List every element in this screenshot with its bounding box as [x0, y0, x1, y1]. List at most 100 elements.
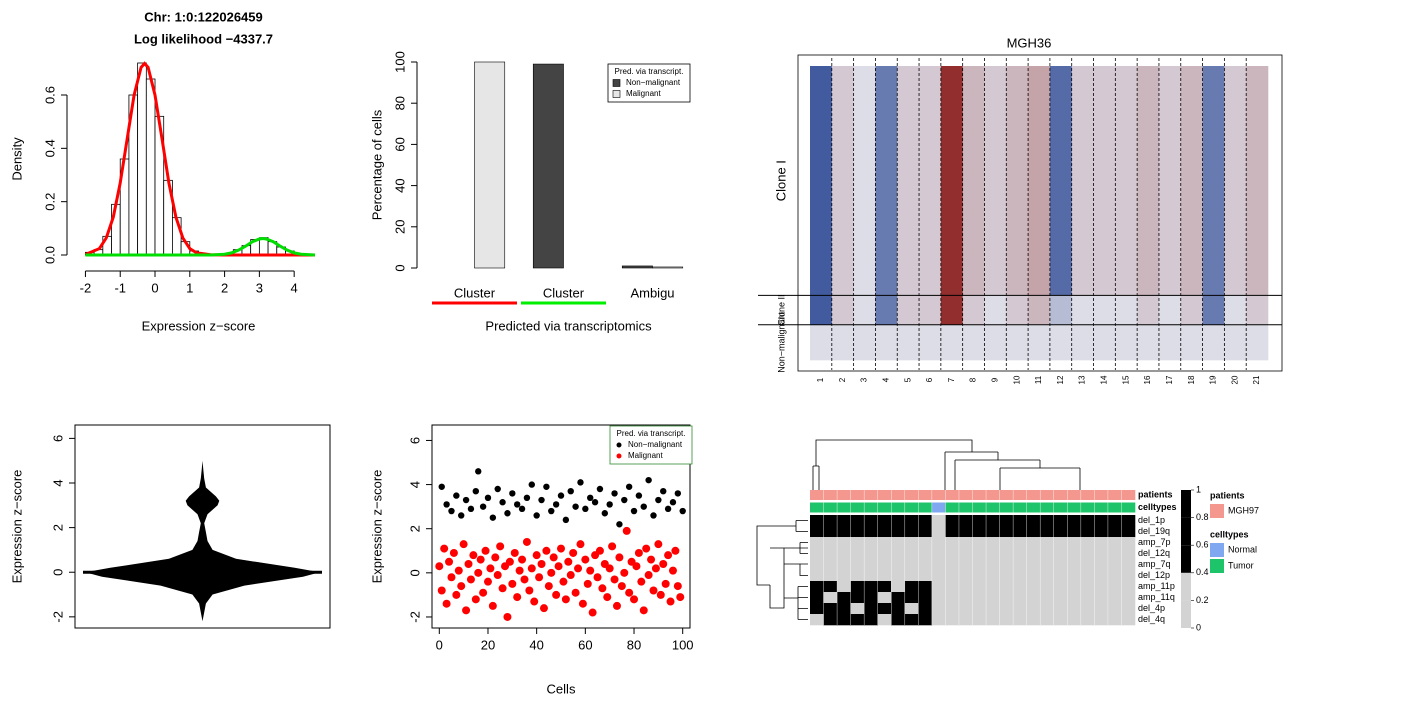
y-tick-label: -2: [407, 611, 422, 623]
heatmap-cell: [1071, 295, 1094, 326]
legend-title: Pred. via transcript.: [615, 67, 684, 76]
heatmap-cell: [891, 603, 906, 615]
x-tick-label: 4: [881, 377, 890, 382]
point: [479, 503, 487, 510]
heatmap-cell: [904, 559, 919, 571]
heatmap-cell: [1080, 570, 1095, 582]
x-axis-label: Predicted via transcriptomics: [485, 318, 652, 333]
heatmap-cell: [1013, 603, 1027, 615]
y-axis-label: Expression z−score: [369, 470, 384, 584]
point: [549, 553, 558, 562]
x-tick-label: 100: [672, 637, 694, 652]
heatmap-cell: [958, 515, 973, 527]
y-tick-label: 2: [407, 525, 422, 532]
point: [650, 512, 657, 519]
heatmap-cell: [999, 537, 1014, 549]
y-tick-label: 0.2: [42, 193, 57, 211]
annotation-cell: [810, 502, 824, 513]
heatmap-cell: [1067, 570, 1082, 582]
heatmap-cell: [999, 614, 1014, 626]
point: [552, 590, 561, 599]
point: [547, 568, 556, 577]
point: [576, 540, 585, 549]
annotation-cell: [999, 502, 1014, 513]
annotation-cell: [918, 490, 933, 500]
annotation-cell: [1067, 490, 1082, 500]
chart-title: Chr: 1:0:122026459: [144, 9, 263, 24]
x-tick-label: 1: [816, 377, 825, 382]
heatmap-cell: [1053, 570, 1068, 582]
x-tick-label: 5: [903, 377, 912, 382]
point: [679, 507, 686, 515]
point: [664, 505, 672, 513]
point: [525, 586, 534, 595]
y-tick-label: 0.6: [42, 86, 57, 104]
point: [559, 577, 568, 586]
point: [543, 483, 550, 490]
x-tick-label: 18: [1187, 375, 1196, 384]
point: [538, 496, 545, 504]
heatmap-cell: [1071, 66, 1094, 296]
point: [603, 593, 612, 602]
annotation-cell: [1080, 490, 1095, 500]
point: [664, 551, 673, 560]
heatmap-cell: [1013, 559, 1027, 571]
heatmap-cell: [962, 66, 985, 296]
heatmap-cell: [940, 295, 963, 326]
heatmap-cell: [810, 548, 824, 560]
heatmap-cell: [940, 66, 963, 296]
heatmap-cell: [931, 526, 946, 538]
violin: [85, 460, 320, 622]
heatmap-cell: [972, 537, 987, 549]
point: [593, 573, 602, 582]
heatmap-cell: [999, 559, 1014, 571]
heatmap-cell: [1080, 603, 1095, 615]
colorbar-segment: [1181, 600, 1191, 628]
heatmap-cell: [864, 559, 879, 571]
legend-box: [609, 425, 693, 465]
x-tick-label: 11: [1034, 375, 1043, 384]
heatmap-cell: [1107, 526, 1122, 538]
point: [659, 560, 668, 569]
point: [448, 507, 455, 515]
point: [462, 496, 470, 504]
annotation-cell: [1094, 502, 1109, 513]
x-axis-label: Cells: [547, 681, 576, 696]
heatmap-cell: [904, 570, 919, 582]
point: [462, 606, 471, 615]
heatmap-cell: [1040, 537, 1055, 549]
heatmap-cell: [810, 570, 824, 582]
heatmap-cell: [1013, 570, 1027, 582]
point: [612, 601, 621, 610]
heatmap-cell: [1094, 515, 1109, 527]
x-tick-label: 8: [969, 377, 978, 382]
point: [622, 526, 631, 535]
point: [459, 540, 468, 549]
y-axis-label: Expression z−score: [9, 470, 24, 584]
x-tick-label: 17: [1165, 375, 1174, 384]
heatmap-cell: [962, 295, 985, 326]
point: [582, 505, 589, 513]
row-label: amp_7q: [1138, 559, 1171, 569]
heatmap-cell: [853, 295, 876, 326]
heatmap-cell: [972, 570, 987, 582]
heatmap-cell: [1040, 515, 1055, 527]
heatmap-cell: [931, 548, 946, 560]
heatmap-cell: [986, 526, 1000, 538]
point: [630, 507, 638, 515]
heatmap-cell: [999, 515, 1014, 527]
heatmap-cell: [875, 66, 898, 296]
heatmap-cell: [972, 592, 987, 604]
heatmap-cell: [972, 581, 987, 593]
annotation-cell: [1026, 490, 1041, 500]
point: [615, 553, 624, 562]
heatmap-cell: [1107, 581, 1122, 593]
point: [435, 562, 444, 571]
point: [447, 573, 456, 582]
heatmap-cell: [972, 515, 987, 527]
annotation-cell: [1080, 502, 1095, 513]
colorbar-label: 0.8: [1196, 512, 1209, 522]
point: [479, 588, 488, 597]
heatmap-cell: [999, 581, 1014, 593]
point: [445, 557, 454, 566]
